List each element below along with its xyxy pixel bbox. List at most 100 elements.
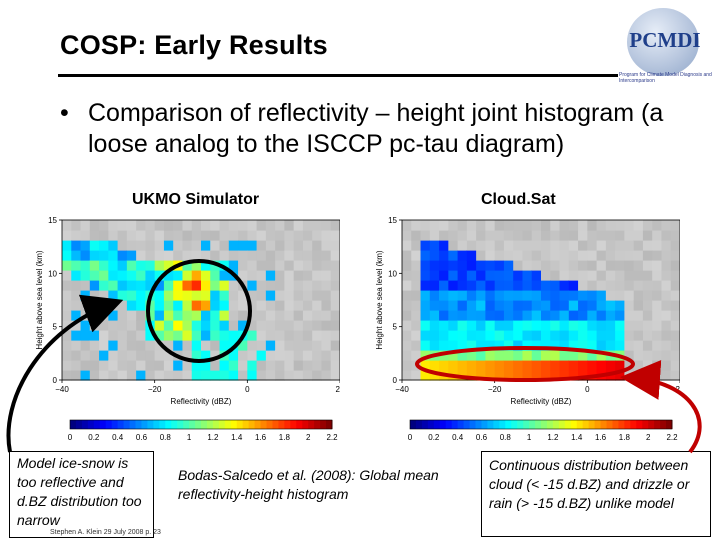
right-histogram-cell	[661, 340, 672, 351]
right-histogram-cell	[633, 360, 644, 371]
right-histogram-cell	[439, 250, 449, 261]
right-colorbar-tick-label: 1.4	[571, 433, 583, 442]
left-histogram-cell	[201, 300, 211, 311]
right-histogram-cell	[587, 270, 598, 281]
right-histogram-cell	[429, 280, 440, 291]
right-histogram-cell	[402, 350, 412, 361]
left-histogram-cell	[312, 230, 323, 241]
right-histogram-cell	[485, 280, 496, 291]
right-histogram-cell	[578, 260, 588, 271]
left-histogram-cell	[80, 260, 91, 271]
left-histogram-cell	[321, 340, 332, 351]
right-histogram-cell	[457, 240, 468, 251]
right-histogram-cell	[559, 290, 570, 301]
left-histogram-cell	[238, 260, 248, 271]
left-histogram-cell	[210, 350, 221, 361]
right-histogram-cell	[503, 350, 514, 361]
left-histogram-cell	[117, 260, 128, 271]
left-histogram-cell	[117, 360, 128, 371]
left-histogram-cell	[293, 360, 304, 371]
right-histogram-cell	[476, 270, 486, 281]
left-histogram-cell	[284, 310, 295, 321]
left-histogram-cell	[330, 220, 340, 231]
left-histogram-cell	[265, 240, 276, 251]
left-histogram-cell	[219, 290, 230, 301]
right-histogram-cell	[485, 370, 496, 381]
left-histogram-cell	[321, 320, 332, 331]
left-histogram-cell	[145, 310, 156, 321]
right-histogram-cell	[605, 290, 616, 301]
right-histogram-cell	[466, 260, 477, 271]
left-histogram-cell	[265, 270, 276, 281]
right-histogram-cell	[513, 310, 524, 321]
right-histogram-cell	[531, 260, 542, 271]
right-histogram-cell	[550, 360, 561, 371]
right-histogram-cell	[541, 320, 551, 331]
left-histogram-cell	[321, 260, 332, 271]
right-histogram-cell	[615, 300, 625, 311]
left-histogram-cell	[62, 290, 72, 301]
right-histogram-cell	[550, 220, 561, 231]
left-histogram-cell	[275, 370, 285, 381]
left-histogram-cell	[256, 330, 267, 341]
left-histogram-cell	[265, 280, 276, 291]
left-histogram-cell	[302, 330, 313, 341]
left-histogram-cell	[163, 340, 174, 351]
left-histogram-cell	[145, 340, 156, 351]
right-histogram-cell	[522, 370, 533, 381]
left-histogram-cell	[145, 300, 156, 311]
right-histogram-cell	[439, 240, 449, 251]
left-histogram-cell	[228, 230, 239, 241]
right-histogram-cell	[661, 280, 672, 291]
left-histogram-cell	[163, 260, 174, 271]
right-histogram-cell	[420, 250, 431, 261]
left-histogram-cell	[182, 270, 193, 281]
right-histogram-cell	[559, 350, 570, 361]
left-histogram-cell	[108, 280, 119, 291]
right-histogram-cell	[541, 240, 551, 251]
left-histogram-cell	[321, 360, 332, 371]
right-histogram-cell	[448, 340, 459, 351]
left-histogram-cell	[62, 270, 72, 281]
right-histogram-cell	[457, 270, 468, 281]
left-histogram-cell	[228, 340, 239, 351]
left-histogram-cell	[71, 330, 82, 341]
right-histogram-cell	[605, 370, 616, 381]
right-histogram-cell	[587, 350, 598, 361]
left-histogram-cell	[191, 320, 202, 331]
right-histogram-cell	[652, 240, 663, 251]
left-histogram-cell	[99, 250, 109, 261]
right-histogram-cell	[670, 260, 680, 271]
right-histogram-cell	[485, 360, 496, 371]
right-histogram-cell	[596, 220, 607, 231]
right-histogram-cell	[642, 310, 653, 321]
left-histogram-cell	[312, 250, 323, 261]
right-y-tick-label: 5	[393, 323, 398, 332]
left-y-tick-label: 5	[53, 323, 58, 332]
left-histogram-cell	[80, 350, 91, 361]
right-histogram-cell	[466, 240, 477, 251]
left-histogram-cell	[284, 270, 295, 281]
right-histogram-cell	[494, 340, 505, 351]
left-histogram-cell	[117, 340, 128, 351]
right-histogram-cell	[550, 330, 561, 341]
left-histogram-cell	[312, 340, 323, 351]
right-histogram-cell	[578, 370, 588, 381]
logo-subtitle: Program for Climate Model Diagnosis and …	[619, 72, 712, 84]
left-histogram-cell	[219, 270, 230, 281]
right-histogram-cell	[615, 340, 625, 351]
left-histogram-cell	[163, 230, 174, 241]
left-histogram-cell	[126, 370, 137, 381]
right-histogram-cell	[642, 260, 653, 271]
right-histogram-cell	[402, 280, 412, 291]
right-histogram-cell	[457, 320, 468, 331]
left-histogram-cell	[275, 290, 285, 301]
slide-title: COSP: Early Results	[60, 30, 328, 60]
left-histogram-cell	[145, 270, 156, 281]
right-histogram-cell	[652, 270, 663, 281]
left-histogram-cell	[182, 260, 193, 271]
left-histogram-cell	[302, 230, 313, 241]
left-histogram-cell	[238, 220, 248, 231]
right-histogram-cell	[615, 260, 625, 271]
right-histogram-cell	[541, 220, 551, 231]
